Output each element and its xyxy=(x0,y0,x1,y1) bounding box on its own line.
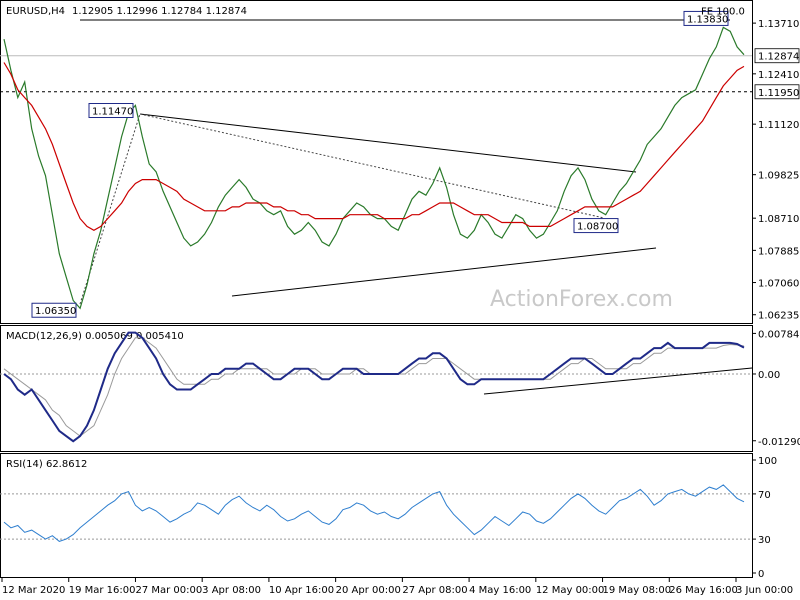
rsi-line xyxy=(3,484,745,542)
macd-tick-label: -0.012906 xyxy=(758,437,800,448)
macd-trend-line xyxy=(483,367,753,395)
price-tick-label: 1.09825 xyxy=(758,171,799,182)
price-tick-label: 1.06235 xyxy=(758,311,799,322)
x-tick-label: 4 May 16:00 xyxy=(469,585,531,596)
rsi-panel-frame xyxy=(0,453,753,578)
price-tick-label: 1.07885 xyxy=(758,246,799,257)
x-tick-label: 3 Apr 08:00 xyxy=(202,585,261,596)
x-tick-label: 19 May 08:00 xyxy=(603,585,672,596)
annotation-box xyxy=(573,218,619,234)
macd-tick-label: 0.00 xyxy=(758,370,780,381)
price-tick-label: 1.07060 xyxy=(758,279,799,290)
rsi-tick-label: 70 xyxy=(758,490,771,501)
rsi-tick-label: 0 xyxy=(758,569,764,580)
macd-line xyxy=(3,331,745,443)
x-axis: 12 Mar 2020 19 Mar 16:00 27 Mar 00:00 3 Apr… xyxy=(1,578,793,596)
chart-symbol: EURUSD,H4 xyxy=(6,6,65,17)
annotation-box xyxy=(31,302,77,318)
current-price-tag: 1.12874 xyxy=(758,52,799,63)
annotation-label: 1.11470 xyxy=(92,107,133,118)
x-tick-label: 12 May 00:00 xyxy=(536,585,605,596)
price-series xyxy=(3,26,745,310)
chart-ohlc: 1.12905 1.12996 1.12784 1.12874 xyxy=(72,6,247,17)
annotation-box xyxy=(683,10,729,26)
rsi-series xyxy=(0,484,752,542)
macd-panel-frame xyxy=(0,325,753,452)
resistance-tag: 1.11950 xyxy=(758,88,799,99)
annotation-label: 1.13830 xyxy=(687,14,728,25)
rsi-tick-label: 100 xyxy=(758,456,777,467)
price-tick-label: 1.12410 xyxy=(758,70,799,81)
macd-label: MACD(12,26,9) 0.005069 0.005410 xyxy=(6,331,184,342)
x-tick-label: 19 Mar 16:00 xyxy=(69,585,136,596)
macd-series xyxy=(0,331,752,443)
annotation-box xyxy=(88,103,134,119)
x-tick-label: 26 May 16:00 xyxy=(669,585,738,596)
x-tick-label: 27 Mar 00:00 xyxy=(135,585,202,596)
macd-tick-label: 0.007841 xyxy=(758,329,800,340)
rsi-axis-ticks: 100 70 30 0 xyxy=(752,456,777,580)
price-axis-ticks: 1.13710 1.12410 1.11120 1.09825 1.08710 1.078… xyxy=(752,19,800,322)
dotted-projection-line xyxy=(139,113,605,219)
fe-label: FE 100.0 xyxy=(701,6,745,17)
price-tick-label: 1.08710 xyxy=(758,214,799,225)
lower-trend-line xyxy=(231,247,657,297)
x-tick-label: 20 Apr 00:00 xyxy=(336,585,401,596)
trend-lines xyxy=(79,19,730,305)
rsi-label: RSI(14) 62.8612 xyxy=(6,459,87,470)
annotation-label: 1.08700 xyxy=(577,222,618,233)
price-reference-lines xyxy=(0,55,752,93)
x-tick-label: 27 Apr 08:00 xyxy=(402,585,467,596)
x-tick-label: 3 Jun 00:00 xyxy=(736,585,793,596)
price-line xyxy=(3,26,745,310)
resistance-tag-box xyxy=(754,84,800,100)
watermark: ActionForex.com xyxy=(490,287,673,312)
moving-average-line xyxy=(3,62,745,231)
x-tick-label: 12 Mar 2020 xyxy=(2,585,65,596)
price-panel-frame xyxy=(0,0,753,324)
price-tick-label: 1.13710 xyxy=(758,19,799,30)
upper-trend-line xyxy=(139,113,637,173)
x-tick-label: 10 Apr 16:00 xyxy=(269,585,334,596)
rsi-tick-label: 30 xyxy=(758,535,771,546)
current-price-tag-box xyxy=(754,48,800,64)
annotation-label: 1.06350 xyxy=(35,306,76,317)
price-tick-label: 1.11120 xyxy=(758,120,799,131)
macd-axis-ticks: 0.007841 0.00 -0.012906 xyxy=(752,329,800,448)
